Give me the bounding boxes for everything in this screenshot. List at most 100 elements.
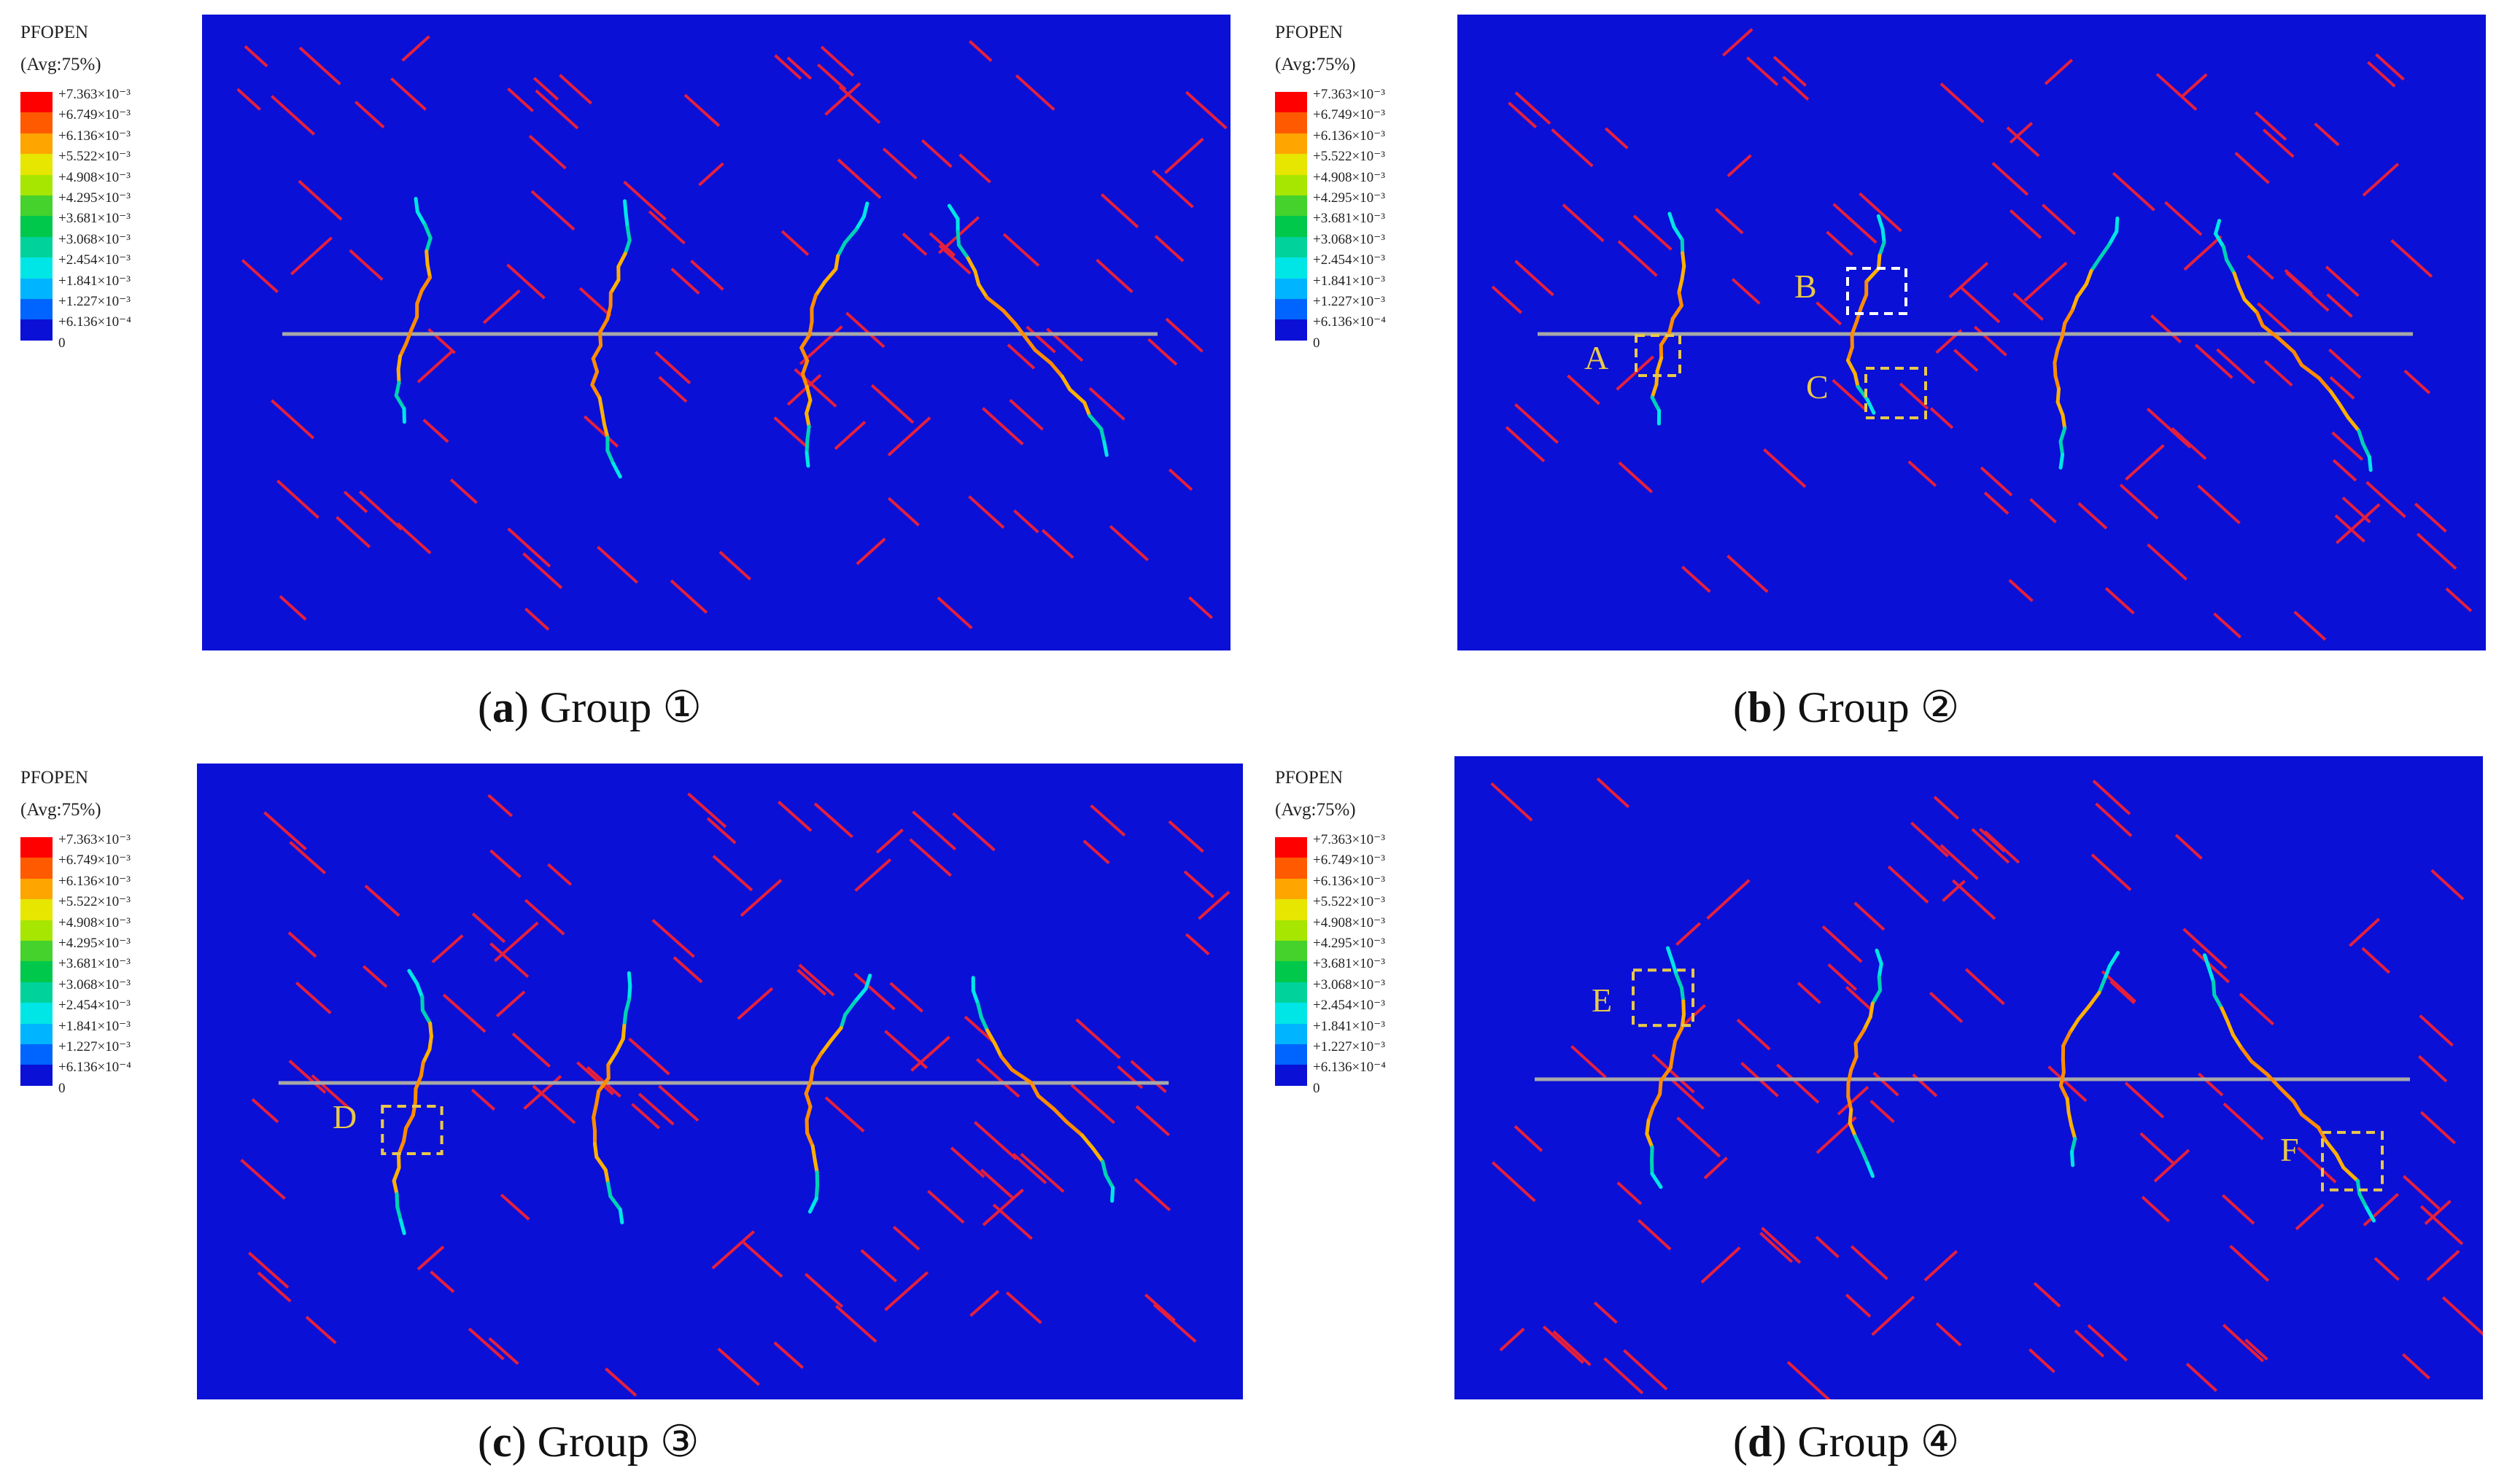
hydraulic-fracture-segment xyxy=(420,995,425,1012)
hydraulic-fracture-segment xyxy=(1681,999,1686,1017)
legend-title: PFOPEN xyxy=(20,23,89,42)
natural-fracture xyxy=(240,1158,286,1200)
natural-fracture xyxy=(1185,90,1228,130)
natural-fracture xyxy=(1991,162,2029,196)
hydraulic-fracture-segment xyxy=(2212,992,2224,1011)
natural-fracture xyxy=(354,101,385,129)
natural-fracture xyxy=(2331,431,2364,461)
natural-fracture xyxy=(804,1273,844,1308)
natural-fracture xyxy=(1514,1124,1543,1152)
legend-swatch xyxy=(20,216,53,237)
natural-fracture xyxy=(950,1146,985,1178)
hydraulic-fracture-segment xyxy=(2211,979,2217,997)
hydraulic-fracture-segment xyxy=(421,1047,432,1065)
legend-label: +1.841×10⁻³ xyxy=(58,273,131,289)
hydraulic-fracture-segment xyxy=(1654,369,1659,386)
natural-fracture xyxy=(495,990,526,1018)
natural-fracture xyxy=(2183,235,2223,271)
legend-swatch xyxy=(20,257,53,279)
natural-fracture xyxy=(1152,1303,1197,1343)
hydraulic-fracture-segment xyxy=(1646,1106,1655,1123)
box-label-b: B xyxy=(1794,268,1817,305)
natural-fracture xyxy=(470,1088,496,1111)
natural-fracture xyxy=(1872,1071,1899,1097)
natural-fracture xyxy=(718,551,752,581)
natural-fracture xyxy=(2403,369,2431,395)
legend-label: +4.295×10⁻³ xyxy=(1313,935,1385,951)
legend-swatch xyxy=(1275,920,1307,941)
natural-fracture xyxy=(298,179,343,221)
hydraulic-fracture-segment xyxy=(800,372,809,389)
natural-fracture xyxy=(597,545,638,584)
natural-fracture xyxy=(1745,56,1779,86)
hydraulic-fracture-segment xyxy=(1850,319,1859,336)
hydraulic-fracture-segment xyxy=(403,1113,415,1130)
natural-fracture xyxy=(511,1032,551,1068)
natural-fracture xyxy=(358,490,403,531)
natural-fracture xyxy=(2044,58,2074,85)
natural-fracture xyxy=(698,162,724,187)
natural-fracture xyxy=(1026,325,1056,354)
hydraulic-fracture-segment xyxy=(1856,384,1869,402)
box-label-c: C xyxy=(1806,368,1829,405)
natural-fracture xyxy=(1853,901,1886,931)
hydraulic-fracture-segment xyxy=(594,1154,608,1172)
natural-fracture xyxy=(2174,834,2203,860)
natural-fracture xyxy=(2185,1362,2218,1392)
hydraulic-fractures xyxy=(1645,946,2376,1223)
legend-swatch xyxy=(20,961,53,982)
legend-swatch xyxy=(20,1065,53,1086)
natural-fracture xyxy=(2090,853,2132,891)
natural-fracture xyxy=(1005,1291,1042,1324)
natural-fracture xyxy=(2155,73,2198,111)
hydraulic-fracture-segment xyxy=(1853,371,1860,389)
hydraulic-fracture-segment xyxy=(1036,1094,1056,1111)
legend-label: 0 xyxy=(1313,1080,1320,1096)
natural-fracture xyxy=(2424,1200,2452,1225)
hydraulic-fracture-segment xyxy=(1655,356,1664,373)
legend-label: +6.136×10⁻⁴ xyxy=(1313,1060,1386,1076)
natural-fracture xyxy=(449,478,478,505)
hydraulic-fracture-segment xyxy=(2300,363,2322,381)
natural-fracture xyxy=(2329,376,2355,400)
hydraulic-fracture-segment xyxy=(414,1073,423,1091)
hydraulic-fracture-segment xyxy=(622,199,628,217)
natural-fracture xyxy=(2334,514,2365,543)
hydraulic-fracture-segment xyxy=(2102,964,2112,982)
natural-fracture xyxy=(1002,233,1040,267)
natural-fracture xyxy=(1907,460,1937,487)
legend-swatch xyxy=(1275,982,1307,1003)
natural-fracture xyxy=(1939,82,1985,123)
natural-fracture xyxy=(1727,554,1769,594)
natural-fracture xyxy=(336,516,371,548)
natural-fracture xyxy=(892,1225,921,1251)
hydraulic-fracture-segment xyxy=(1033,348,1053,365)
natural-fracture xyxy=(1188,596,1213,619)
natural-fracture xyxy=(690,260,724,291)
hydraulic-fracture-segment xyxy=(973,269,981,287)
hydraulic-fracture-segment xyxy=(1845,358,1857,376)
hydraulic-fracture-segment xyxy=(591,357,600,374)
natural-fracture xyxy=(929,232,956,257)
natural-fracture xyxy=(648,210,686,245)
natural-fracture xyxy=(364,885,400,917)
natural-fracture xyxy=(658,376,688,403)
natural-fracture xyxy=(1100,193,1139,228)
natural-fracture xyxy=(838,85,881,124)
hydraulic-fracture-segment xyxy=(1670,1038,1678,1057)
natural-fracture xyxy=(2419,1205,2464,1246)
natural-fracture xyxy=(1134,1178,1171,1211)
legend-label: +6.136×10⁻⁴ xyxy=(1313,314,1386,330)
natural-fracture xyxy=(244,45,268,68)
hydraulic-fracture-segment xyxy=(611,462,622,479)
natural-fracture xyxy=(2445,587,2473,613)
natural-fracture xyxy=(430,1270,455,1294)
hydraulic-fracture-segment xyxy=(603,1168,611,1185)
natural-fracture xyxy=(2390,238,2433,278)
natural-fracture xyxy=(1164,137,1204,174)
natural-fracture xyxy=(2402,1353,2430,1380)
natural-fracture xyxy=(974,1121,1018,1161)
natural-fracture xyxy=(1096,258,1134,293)
fracture-plot xyxy=(202,15,1231,650)
natural-fracture xyxy=(1185,933,1210,956)
